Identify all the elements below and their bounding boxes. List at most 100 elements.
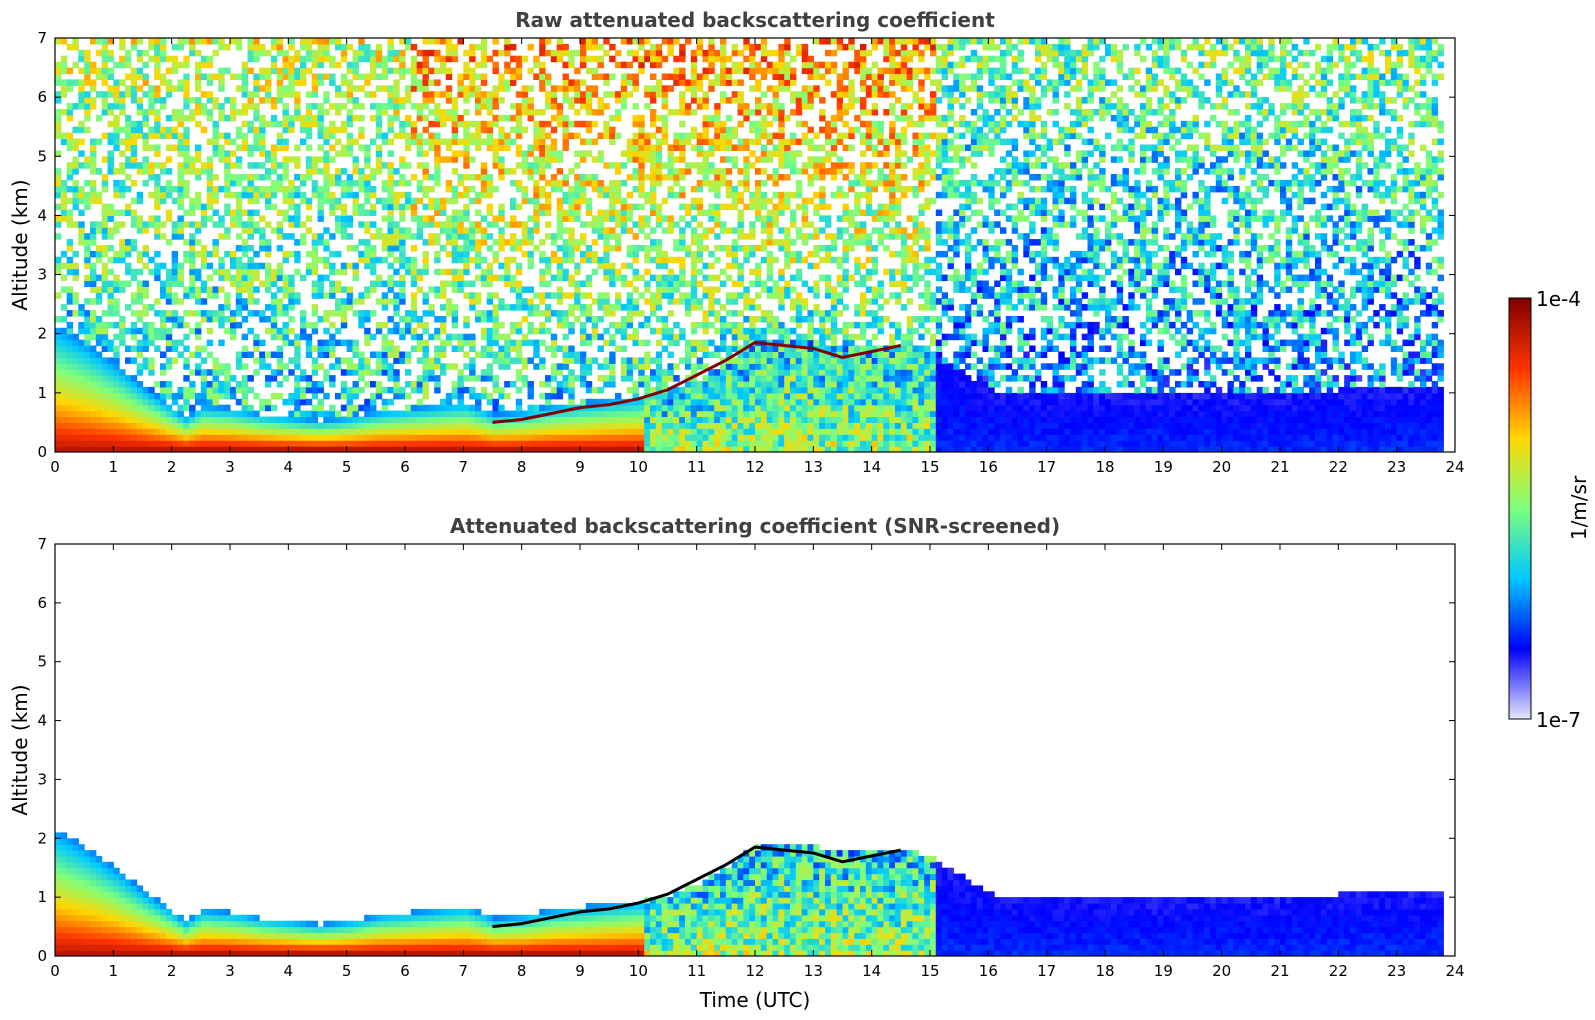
heatmap-cell: [393, 440, 400, 447]
heatmap-cell: [72, 369, 79, 376]
heatmap-cell: [160, 97, 167, 104]
heatmap-cell: [714, 114, 721, 122]
heatmap-cell: [265, 120, 272, 128]
heatmap-cell: [78, 345, 85, 352]
heatmap-cell: [294, 250, 301, 258]
heatmap-cell: [457, 440, 464, 447]
heatmap-cell: [282, 191, 289, 199]
heatmap-cell: [609, 434, 616, 441]
heatmap-cell: [410, 381, 418, 388]
heatmap-cell: [142, 428, 149, 435]
heatmap-cell: [690, 292, 698, 299]
heatmap-cell: [340, 316, 348, 323]
heatmap-cell: [574, 197, 581, 205]
heatmap-cell: [591, 179, 599, 187]
heatmap-cell: [329, 179, 336, 187]
heatmap-cell: [72, 333, 79, 341]
heatmap-cell: [650, 55, 657, 63]
heatmap-cell: [638, 203, 645, 211]
heatmap-cell: [690, 339, 698, 347]
heatmap-cell: [655, 392, 663, 400]
heatmap-cell: [568, 103, 575, 110]
heatmap-cell: [335, 339, 342, 347]
heatmap-cell: [708, 138, 715, 145]
heatmap-cell: [305, 215, 313, 222]
heatmap-cell: [661, 227, 669, 234]
heatmap-cell: [200, 286, 208, 293]
heatmap-cell: [615, 321, 622, 329]
heatmap-cell: [259, 114, 266, 122]
heatmap-cell: [60, 369, 68, 376]
heatmap-cell: [585, 398, 593, 406]
heatmap-cell: [393, 345, 400, 352]
heatmap-cell: [556, 197, 564, 205]
heatmap-cell: [323, 345, 330, 352]
heatmap-cell: [486, 268, 494, 276]
heatmap-cell: [212, 310, 219, 317]
heatmap-cell: [410, 85, 418, 92]
heatmap-cell: [323, 339, 330, 347]
heatmap-cell: [218, 67, 225, 75]
heatmap-cell: [708, 85, 715, 92]
heatmap-cell: [171, 144, 179, 151]
heatmap-cell: [195, 168, 202, 175]
heatmap-cell: [480, 215, 488, 222]
heatmap-cell: [113, 321, 120, 329]
heatmap-cell: [457, 174, 464, 181]
heatmap-cell: [323, 97, 330, 104]
heatmap-cell: [95, 404, 103, 412]
heatmap-cell: [702, 132, 709, 140]
heatmap-cell: [294, 49, 301, 57]
heatmap-cell: [661, 274, 669, 282]
heatmap-cell: [206, 398, 214, 406]
heatmap-cell: [702, 209, 709, 216]
heatmap-cell: [539, 126, 546, 134]
heatmap-cell: [119, 61, 126, 69]
heatmap-cell: [545, 381, 552, 388]
heatmap-cell: [498, 274, 505, 282]
heatmap-cell: [206, 316, 214, 323]
heatmap-cell: [101, 410, 109, 418]
heatmap-cell: [72, 363, 79, 370]
heatmap-cell: [720, 375, 727, 382]
heatmap-cell: [655, 292, 663, 299]
heatmap-cell: [101, 280, 109, 287]
heatmap-cell: [539, 43, 546, 51]
heatmap-cell: [708, 250, 715, 258]
heatmap-cell: [230, 97, 237, 104]
heatmap-cell: [498, 132, 505, 140]
heatmap-cell: [276, 132, 284, 140]
heatmap-cell: [247, 97, 254, 104]
heatmap-cell: [515, 286, 523, 293]
heatmap-cell: [294, 109, 301, 116]
heatmap-cell: [445, 416, 453, 423]
heatmap-cell: [130, 321, 138, 329]
heatmap-cell: [469, 434, 476, 441]
heatmap-cell: [101, 375, 109, 382]
heatmap-cell: [212, 440, 219, 447]
heatmap-cell: [142, 221, 149, 228]
heatmap-cell: [492, 114, 499, 122]
heatmap-cell: [504, 61, 511, 69]
heatmap-cell: [113, 345, 120, 352]
heatmap-cell: [720, 404, 727, 412]
heatmap-cell: [189, 428, 196, 435]
heatmap-cell: [673, 168, 680, 175]
heatmap-cell: [253, 428, 260, 435]
heatmap-cell: [457, 150, 464, 157]
heatmap-cell: [125, 262, 132, 270]
heatmap-cell: [55, 38, 62, 45]
heatmap-cell: [282, 304, 289, 311]
heatmap-cell: [125, 446, 132, 452]
heatmap-cell: [562, 73, 569, 80]
heatmap-cell: [650, 416, 657, 423]
heatmap-cell: [294, 144, 301, 151]
heatmap-cell: [95, 392, 103, 400]
heatmap-cell: [235, 434, 243, 441]
heatmap-cell: [469, 79, 476, 86]
heatmap-cell: [492, 422, 499, 429]
heatmap-cell: [650, 43, 657, 51]
heatmap-cell: [550, 351, 558, 358]
heatmap-cell: [323, 55, 330, 63]
heatmap-cell: [556, 43, 564, 51]
